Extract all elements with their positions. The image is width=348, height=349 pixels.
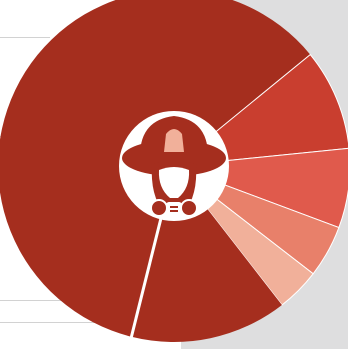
mask-visor <box>158 167 190 198</box>
valve-slot <box>170 206 178 208</box>
valve-slot <box>170 210 178 212</box>
guide-line <box>0 322 150 323</box>
right-filter <box>180 199 198 217</box>
helmet-badge <box>164 129 184 152</box>
left-filter <box>150 199 168 217</box>
guide-line <box>0 37 50 38</box>
